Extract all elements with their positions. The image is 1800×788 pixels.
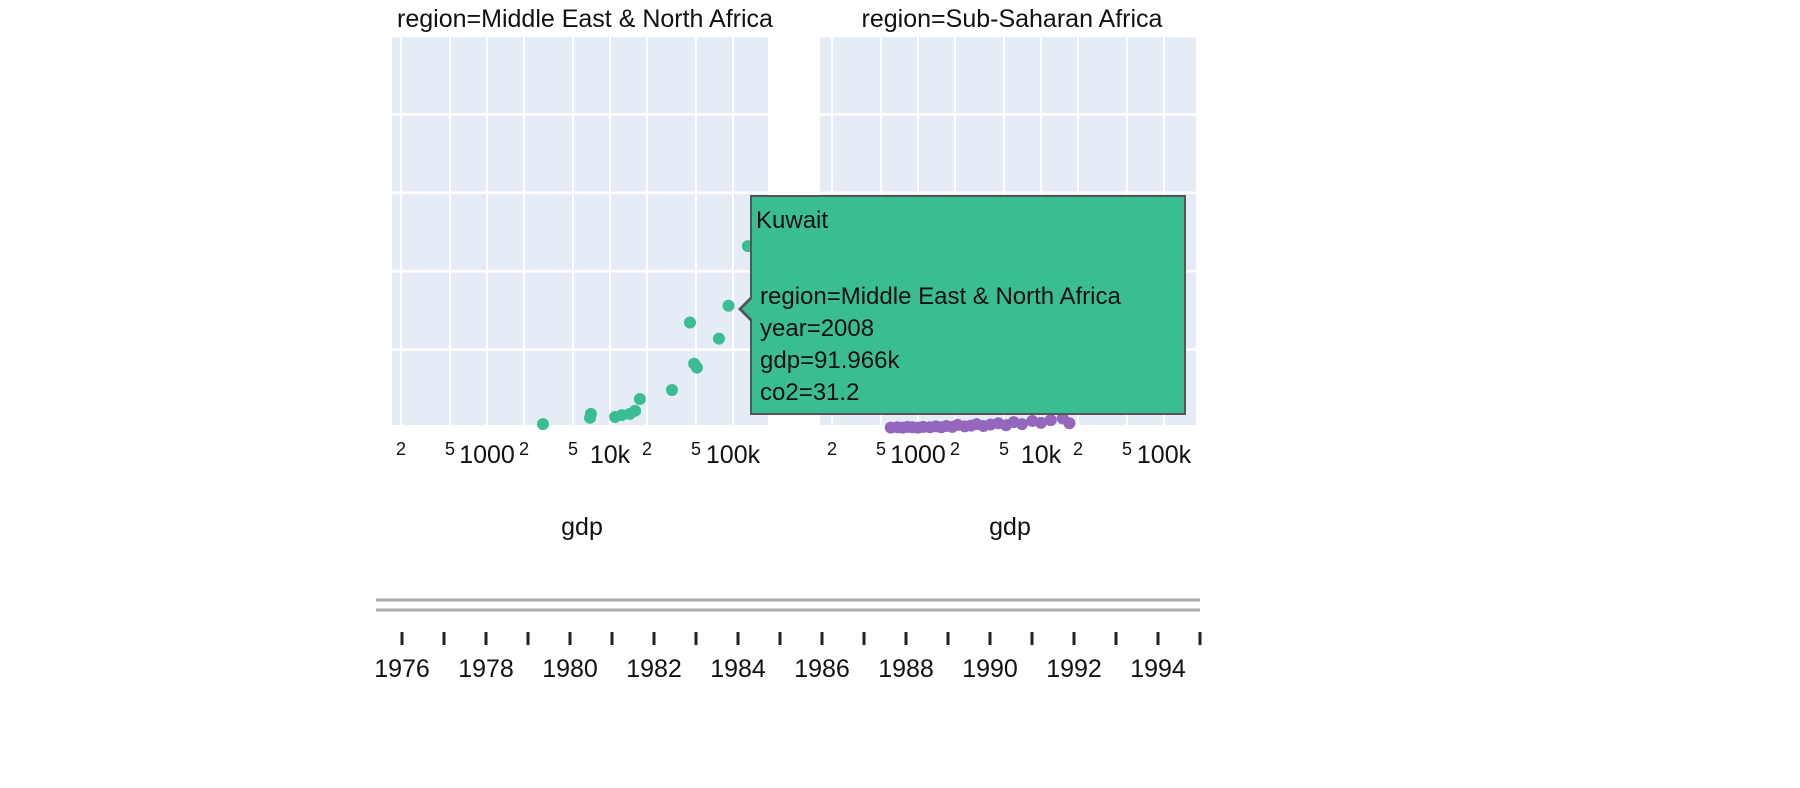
slider-label-1984[interactable]: 1984 [710, 655, 766, 683]
slider-label-1976[interactable]: 1976 [374, 655, 430, 683]
x-tick-label: 2 [396, 439, 406, 459]
data-point[interactable] [722, 299, 735, 312]
tooltip-year: year=2008 [760, 315, 875, 342]
x-tick-label: 10k [590, 441, 631, 469]
data-point[interactable] [536, 418, 549, 431]
x-tick-label: 100k [1137, 441, 1192, 469]
data-point[interactable] [1063, 417, 1076, 430]
x-tick-label: 5 [1122, 439, 1132, 459]
facet-title-1: region=Sub-Saharan Africa [862, 5, 1163, 33]
plot-background [392, 36, 768, 425]
slider-label-1994[interactable]: 1994 [1130, 655, 1186, 683]
x-tick-label: 5 [445, 439, 455, 459]
tooltip-region: region=Middle East & North Africa [760, 283, 1121, 310]
x-tick-label: 2 [519, 439, 529, 459]
x-tick-label: 2 [950, 439, 960, 459]
data-point[interactable] [633, 392, 646, 405]
data-point[interactable] [1044, 414, 1057, 427]
year-slider[interactable]: 1976 1978 1980 1982 1984 1986 1988 1990 1992 1994 [374, 598, 1202, 683]
slider-label-1988[interactable]: 1988 [878, 655, 934, 683]
slider-label-1982[interactable]: 1982 [626, 655, 682, 683]
x-tick-label: 5 [999, 439, 1009, 459]
slider-label-1980[interactable]: 1980 [542, 655, 598, 683]
data-point[interactable] [712, 332, 725, 345]
x-axis-label-0: gdp [561, 513, 603, 541]
data-point[interactable] [1035, 416, 1047, 429]
hover-tooltip: Kuwait region=Middle East & North Africa… [738, 195, 1186, 415]
x-tick-label: 2 [827, 439, 837, 459]
tooltip-gdp: gdp=91.966k [760, 347, 900, 374]
slider-label-1978[interactable]: 1978 [458, 655, 514, 683]
x-tick-label: 5 [691, 439, 701, 459]
data-point[interactable] [1015, 418, 1028, 431]
data-point[interactable] [665, 383, 678, 396]
x-tick-label: 2 [1073, 439, 1083, 459]
data-point[interactable] [629, 404, 642, 417]
x-tick-label: 5 [876, 439, 886, 459]
slider-label-1992[interactable]: 1992 [1046, 655, 1102, 683]
tooltip-co2: co2=31.2 [760, 379, 860, 406]
x-tick-label: 1000 [890, 441, 946, 469]
facet-title-0: region=Middle East & North Africa [397, 5, 773, 33]
slider-label-1986[interactable]: 1986 [794, 655, 850, 683]
x-tick-label: 5 [568, 439, 578, 459]
x-axis-label-1: gdp [989, 513, 1031, 541]
facet-panel-0: 2 5 1000 2 5 10k 2 5 100k [392, 34, 768, 469]
x-tick-label: 2 [642, 439, 652, 459]
data-point[interactable] [584, 407, 597, 420]
x-tick-label: 10k [1021, 441, 1062, 469]
data-point[interactable] [690, 361, 703, 374]
slider-label-1990[interactable]: 1990 [962, 655, 1018, 683]
x-tick-label: 1000 [459, 441, 515, 469]
x-tick-label: 100k [706, 441, 761, 469]
data-point[interactable] [683, 316, 696, 329]
tooltip-title: Kuwait [756, 207, 829, 234]
